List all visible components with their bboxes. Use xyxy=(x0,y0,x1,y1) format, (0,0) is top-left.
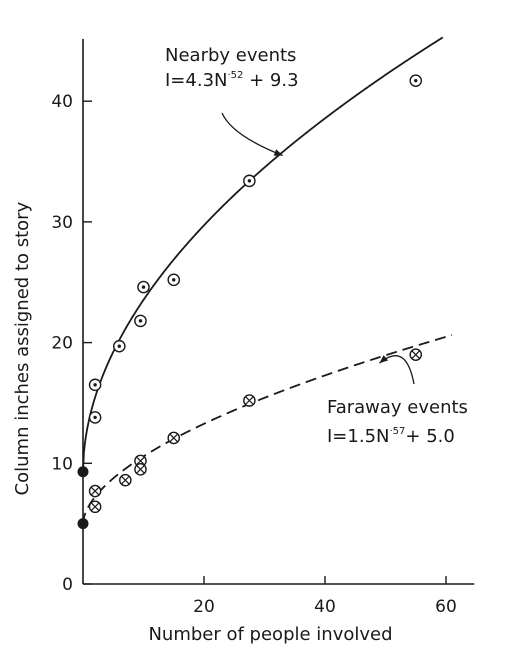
data-points xyxy=(78,75,422,529)
y-tick-label: 0 xyxy=(62,575,73,595)
axes: 0 10 20 30 40 20 40 60 Number of people involved… xyxy=(12,39,474,645)
intercept-point xyxy=(78,466,89,477)
y-tick-label: 20 xyxy=(51,334,73,354)
fit-curves xyxy=(83,37,452,523)
faraway-point xyxy=(120,475,131,486)
nearby-point xyxy=(90,379,101,390)
nearby-point xyxy=(90,412,101,423)
point-dot xyxy=(93,383,96,386)
point-dot xyxy=(248,179,251,182)
annotation-arrow xyxy=(222,113,283,156)
y-tick-label: 10 xyxy=(51,454,73,474)
x-tick-label: 60 xyxy=(435,597,457,617)
nearby-point xyxy=(168,274,179,285)
point-dot xyxy=(139,319,142,322)
nearby-equation: I=4.3N·52 + 9.3 xyxy=(165,70,299,91)
nearby-point xyxy=(114,341,125,352)
point-dot xyxy=(414,79,417,82)
faraway-point xyxy=(410,349,421,360)
faraway-point xyxy=(90,501,101,512)
annotations: Nearby events I=4.3N·52 + 9.3 Faraway even… xyxy=(165,45,468,447)
faraway-point xyxy=(168,432,179,443)
annotation-arrowhead xyxy=(379,355,388,363)
faraway-point xyxy=(90,485,101,496)
y-tick-label: 40 xyxy=(51,92,73,112)
faraway-equation: I=1.5N·57+ 5.0 xyxy=(327,426,455,447)
x-tick-label: 20 xyxy=(193,597,215,617)
point-dot xyxy=(142,285,145,288)
eq-base: I=4.3N xyxy=(165,70,227,91)
nearby-point xyxy=(244,175,255,186)
eq-exponent: ·52 xyxy=(227,70,243,81)
faraway-label: Faraway events xyxy=(327,397,468,418)
eq-base: I=1.5N xyxy=(327,426,389,447)
point-dot xyxy=(118,345,121,348)
nearby-point xyxy=(410,75,421,86)
y-tick-label: 30 xyxy=(51,213,73,233)
nearby-label: Nearby events xyxy=(165,45,296,66)
faraway-point xyxy=(244,395,255,406)
faraway-point xyxy=(135,464,146,475)
point-dot xyxy=(172,278,175,281)
x-axis-title: Number of people involved xyxy=(148,624,392,645)
nearby-point xyxy=(135,315,146,326)
x-tick-label: 40 xyxy=(314,597,336,617)
eq-tail: + 5.0 xyxy=(405,426,454,447)
eq-tail: + 9.3 xyxy=(243,70,298,91)
eq-exponent: ·57 xyxy=(389,426,405,437)
intercept-point xyxy=(78,518,89,529)
y-axis-title: Column inches assigned to story xyxy=(12,201,33,495)
point-dot xyxy=(93,416,96,419)
nearby-point xyxy=(138,281,149,292)
